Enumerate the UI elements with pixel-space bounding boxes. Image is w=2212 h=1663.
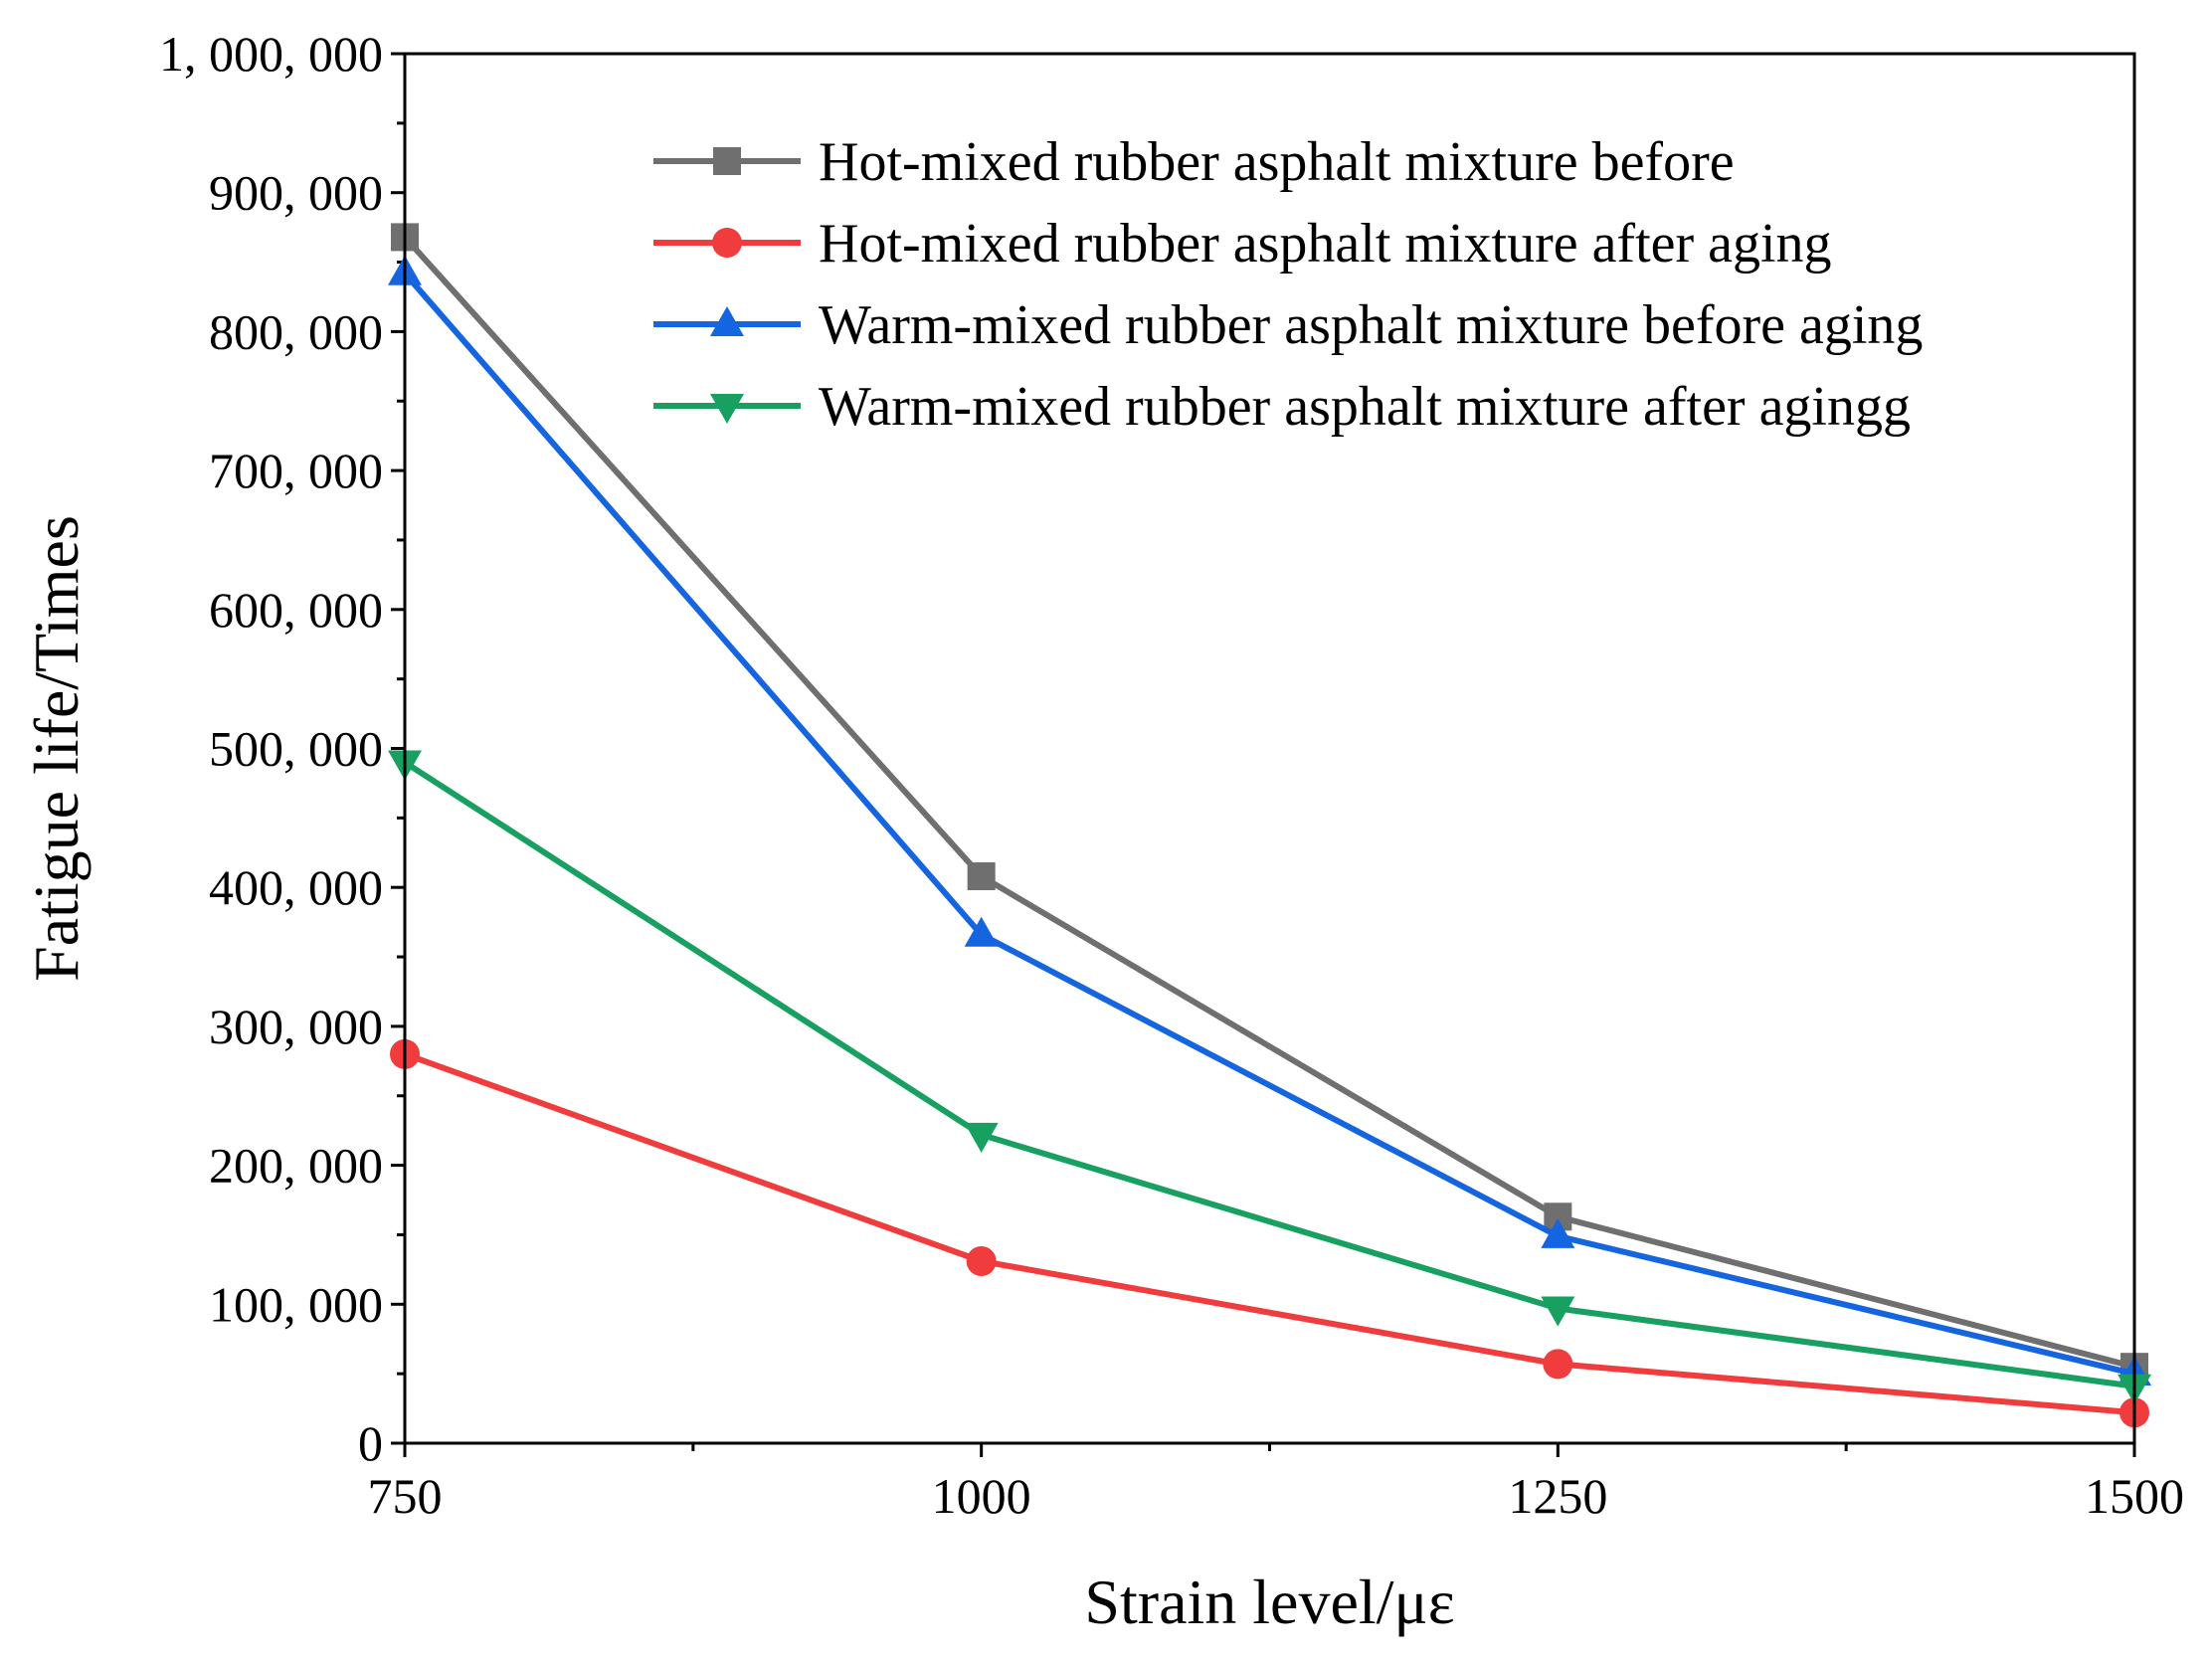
data-point: [1543, 1349, 1573, 1380]
legend-label: Hot-mixed rubber asphalt mixture before: [819, 131, 1735, 193]
y-tick-label: 600, 000: [209, 582, 383, 638]
y-tick-label: 500, 000: [209, 721, 383, 777]
legend-item: Hot-mixed rubber asphalt mixture before: [653, 131, 1735, 193]
legend: Hot-mixed rubber asphalt mixture before H…: [653, 131, 1923, 438]
y-tick-label: 200, 000: [209, 1138, 383, 1194]
legend-item: Hot-mixed rubber asphalt mixture after a…: [653, 213, 1832, 275]
legend-marker: [710, 394, 744, 424]
y-tick-label: 300, 000: [209, 999, 383, 1054]
series-2: [390, 1038, 2149, 1428]
x-tick-label: 1500: [2085, 1468, 2184, 1524]
series-layer: [388, 223, 2151, 1428]
y-tick-label: 800, 000: [209, 303, 383, 359]
data-point: [967, 862, 996, 891]
x-tick-label: 1250: [1508, 1468, 1607, 1524]
data-point: [1541, 1217, 1575, 1248]
y-tick-label: 400, 000: [209, 859, 383, 915]
data-point: [964, 916, 999, 947]
x-axis-title: Strain level/με: [1084, 1567, 1454, 1637]
y-tick-label: 100, 000: [209, 1276, 383, 1332]
y-axis-title: Fatigue life/Times: [21, 515, 92, 982]
x-tick-label: 750: [368, 1468, 443, 1524]
legend-item: Warm-mixed rubber asphalt mixture after …: [653, 376, 1911, 438]
y-tick-label: 900, 000: [209, 165, 383, 221]
legend-item: Warm-mixed rubber asphalt mixture before…: [653, 294, 1923, 356]
legend-label: Warm-mixed rubber asphalt mixture after …: [819, 376, 1911, 438]
legend-label: Hot-mixed rubber asphalt mixture after a…: [819, 213, 1832, 275]
y-tick-label: 1, 000, 000: [159, 26, 383, 82]
data-point: [966, 1245, 997, 1276]
legend-label: Warm-mixed rubber asphalt mixture before…: [819, 294, 1923, 356]
legend-marker: [712, 228, 742, 258]
data-point: [964, 1122, 999, 1153]
x-tick-label: 1000: [932, 1468, 1031, 1524]
y-axis-ticks: 0 100, 000 200, 000 300, 000 400, 000 500, 00…: [159, 26, 405, 1471]
y-tick-label: 700, 000: [209, 443, 383, 498]
series-line: [402, 235, 2135, 1371]
data-point: [1541, 1296, 1575, 1327]
series-line: [403, 759, 2135, 1389]
legend-marker: [713, 147, 741, 175]
x-axis-ticks: 750 1000 1250 1500: [368, 1443, 2184, 1524]
legend-marker: [710, 306, 744, 336]
series-line: [403, 1051, 2135, 1416]
series-line: [402, 271, 2135, 1378]
plot-area-frame: [403, 52, 2136, 1445]
series-4: [388, 750, 2151, 1404]
y-tick-label: 0: [358, 1415, 383, 1471]
